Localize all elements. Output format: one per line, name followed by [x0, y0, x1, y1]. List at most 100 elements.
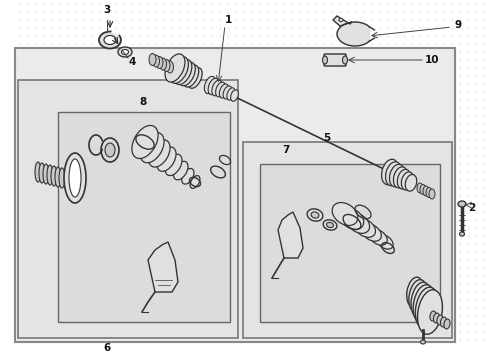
Ellipse shape: [347, 213, 369, 233]
Polygon shape: [15, 48, 455, 342]
Ellipse shape: [182, 168, 194, 184]
Ellipse shape: [170, 57, 189, 83]
Polygon shape: [278, 212, 303, 258]
Ellipse shape: [401, 172, 414, 190]
Polygon shape: [148, 242, 178, 292]
Ellipse shape: [132, 126, 158, 158]
Ellipse shape: [437, 315, 443, 325]
Ellipse shape: [231, 90, 238, 101]
Ellipse shape: [441, 317, 446, 327]
Ellipse shape: [69, 159, 81, 197]
Ellipse shape: [118, 47, 132, 57]
Text: 5: 5: [323, 133, 331, 143]
Text: 7: 7: [282, 145, 290, 155]
Ellipse shape: [59, 168, 65, 188]
Ellipse shape: [179, 62, 196, 86]
Ellipse shape: [423, 186, 429, 196]
Ellipse shape: [413, 285, 435, 323]
Text: 3: 3: [103, 5, 111, 15]
Ellipse shape: [407, 277, 423, 307]
Ellipse shape: [148, 140, 170, 167]
Ellipse shape: [140, 132, 164, 163]
Ellipse shape: [416, 287, 439, 329]
Ellipse shape: [411, 282, 431, 318]
Bar: [260, 164, 440, 322]
Ellipse shape: [39, 163, 45, 183]
Ellipse shape: [460, 232, 465, 236]
Ellipse shape: [152, 55, 160, 67]
Bar: [58, 112, 230, 322]
Ellipse shape: [174, 59, 192, 85]
Ellipse shape: [55, 167, 61, 187]
Ellipse shape: [157, 147, 176, 171]
Ellipse shape: [417, 183, 423, 193]
Text: 1: 1: [224, 15, 232, 25]
Ellipse shape: [405, 175, 417, 191]
Ellipse shape: [420, 340, 425, 344]
Ellipse shape: [417, 290, 442, 334]
Ellipse shape: [227, 88, 235, 100]
Ellipse shape: [223, 86, 232, 99]
Ellipse shape: [212, 80, 222, 96]
Ellipse shape: [355, 219, 375, 237]
Ellipse shape: [444, 319, 450, 329]
Ellipse shape: [386, 162, 401, 186]
Ellipse shape: [393, 167, 408, 188]
Ellipse shape: [322, 56, 327, 64]
Ellipse shape: [149, 54, 156, 66]
Text: 2: 2: [468, 203, 476, 213]
Ellipse shape: [35, 162, 41, 182]
Ellipse shape: [390, 164, 405, 187]
Ellipse shape: [311, 212, 319, 218]
Ellipse shape: [369, 229, 387, 245]
Ellipse shape: [434, 313, 440, 323]
FancyBboxPatch shape: [324, 54, 346, 66]
Text: 6: 6: [103, 343, 111, 353]
Polygon shape: [18, 80, 238, 338]
Ellipse shape: [429, 189, 435, 199]
Ellipse shape: [188, 68, 202, 88]
Ellipse shape: [426, 188, 432, 198]
Ellipse shape: [105, 143, 115, 157]
Ellipse shape: [160, 58, 167, 70]
Text: 9: 9: [454, 20, 462, 30]
Ellipse shape: [165, 154, 182, 176]
Ellipse shape: [332, 203, 358, 225]
Ellipse shape: [220, 84, 229, 98]
Ellipse shape: [208, 78, 219, 95]
Ellipse shape: [51, 166, 57, 186]
Ellipse shape: [339, 18, 343, 22]
Ellipse shape: [165, 54, 185, 82]
Ellipse shape: [382, 159, 398, 185]
Ellipse shape: [163, 59, 170, 72]
Text: 10: 10: [425, 55, 439, 65]
Ellipse shape: [204, 76, 216, 94]
Ellipse shape: [104, 36, 116, 45]
Ellipse shape: [122, 49, 128, 54]
Ellipse shape: [216, 82, 225, 97]
Ellipse shape: [397, 170, 411, 189]
Polygon shape: [333, 16, 352, 26]
Bar: [15, 50, 455, 342]
Ellipse shape: [99, 31, 121, 49]
Text: 8: 8: [139, 97, 147, 107]
Ellipse shape: [420, 184, 426, 194]
Ellipse shape: [167, 61, 173, 73]
Ellipse shape: [362, 224, 381, 241]
Bar: [243, 142, 452, 338]
Ellipse shape: [190, 176, 200, 188]
Ellipse shape: [173, 161, 188, 180]
Ellipse shape: [64, 153, 86, 203]
Ellipse shape: [377, 235, 393, 249]
Polygon shape: [337, 22, 369, 46]
Ellipse shape: [343, 56, 347, 64]
Text: 4: 4: [128, 57, 136, 67]
Ellipse shape: [409, 280, 427, 312]
Ellipse shape: [43, 164, 49, 184]
Ellipse shape: [326, 222, 333, 228]
Ellipse shape: [183, 65, 199, 87]
Ellipse shape: [156, 57, 163, 68]
Ellipse shape: [458, 201, 466, 207]
Ellipse shape: [430, 311, 436, 321]
Ellipse shape: [340, 208, 364, 229]
